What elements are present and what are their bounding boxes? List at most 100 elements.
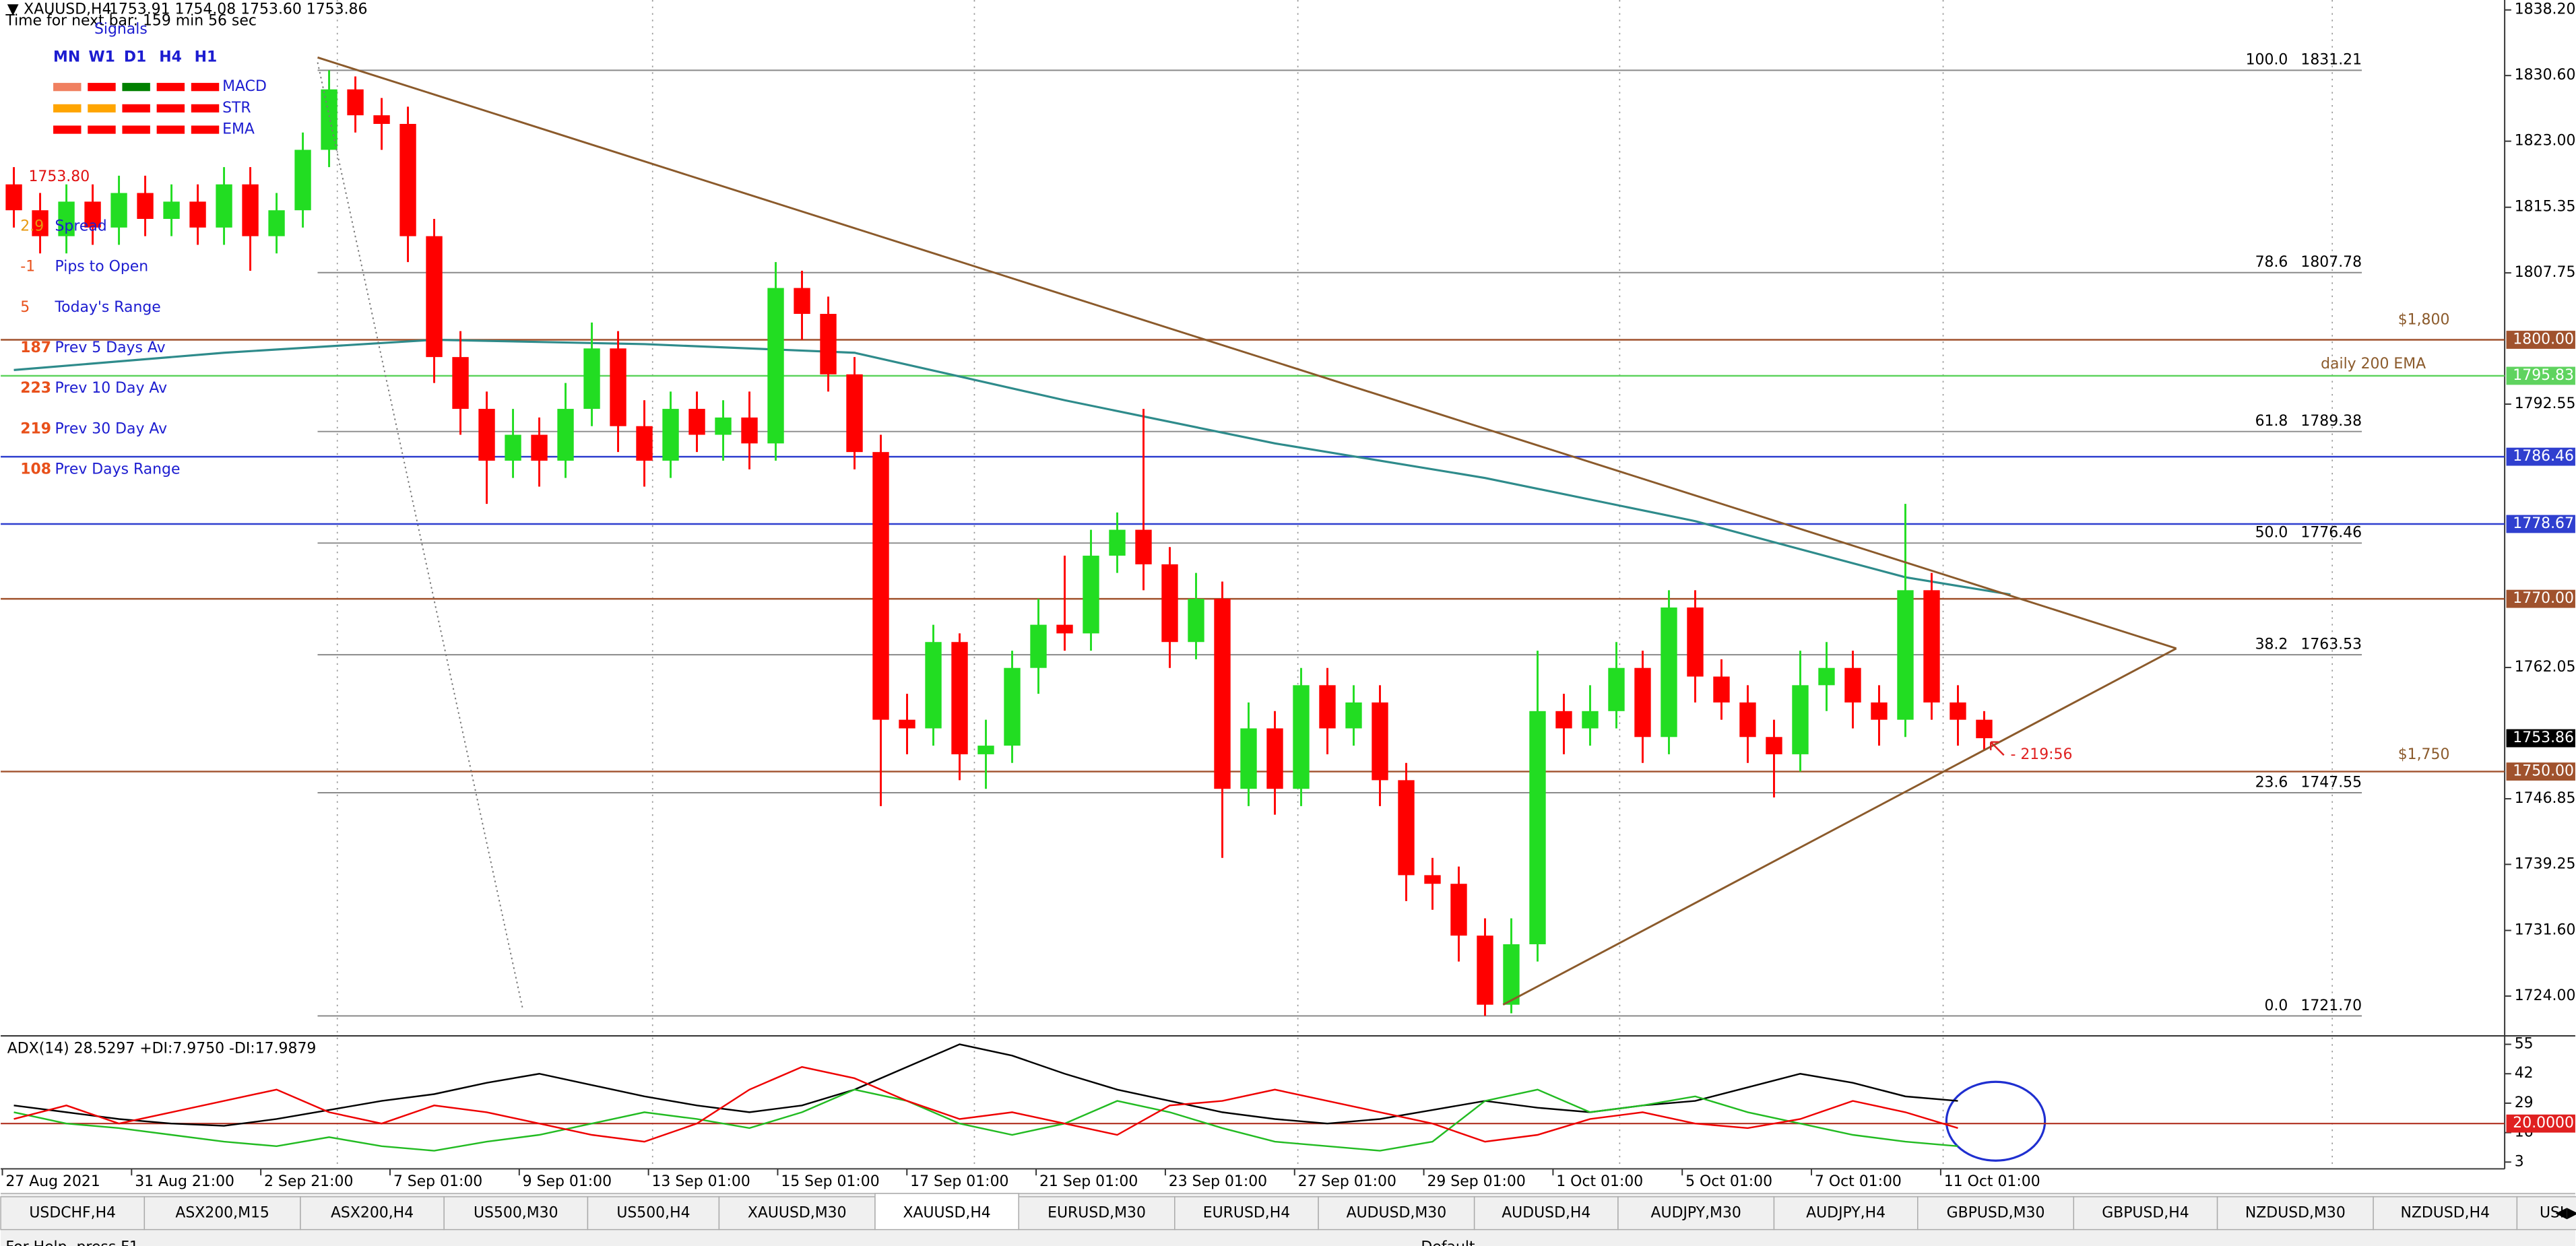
tab-label[interactable]: EURUSD,M30 (1048, 1204, 1146, 1221)
tab[interactable] (1917, 1196, 2075, 1231)
tab[interactable] (2516, 1196, 2576, 1231)
bid-price: 1753.80 (29, 168, 90, 185)
candle-body (1950, 702, 1966, 720)
x-tick-label: 27 Aug 2021 (5, 1173, 100, 1190)
fib-ratio: 23.6 (2255, 774, 2288, 791)
tab-label[interactable]: XAUUSD,H4 (903, 1204, 990, 1221)
x-tick-label: 5 Oct 01:00 (1685, 1173, 1772, 1190)
tab-label[interactable]: XAUUSD,M30 (748, 1204, 847, 1221)
candle-body (1083, 556, 1099, 634)
signals-title: Signals (94, 21, 148, 38)
tab-label[interactable]: EURUSD,H4 (1203, 1204, 1290, 1221)
candle-body (32, 210, 49, 236)
tab-label[interactable]: AUDJPY,H4 (1806, 1204, 1886, 1221)
timeframe: MN (53, 48, 80, 65)
candle-body (1214, 599, 1231, 789)
tab[interactable] (2073, 1196, 2218, 1231)
candle-body (189, 201, 206, 228)
tab[interactable] (1174, 1196, 1319, 1231)
y-tick-label: 1807.75 (2515, 264, 2576, 281)
info-label: Prev Days Range (55, 461, 180, 478)
x-tick-label: 7 Sep 01:00 (393, 1173, 482, 1190)
candle-body (1818, 667, 1835, 686)
tab[interactable] (2216, 1196, 2374, 1231)
tab-label[interactable]: GBPUSD,H4 (2102, 1204, 2189, 1221)
signal-box (88, 104, 116, 112)
fib-ratio: 61.8 (2255, 413, 2288, 430)
tab-label[interactable]: USDCHF,H4 (29, 1204, 116, 1221)
info-value: 223 (20, 380, 51, 397)
candle-body (426, 236, 443, 358)
symbol: XAUUSD,H4 (24, 1, 111, 18)
candle-body (58, 201, 75, 236)
candle-body (1792, 685, 1809, 754)
tab-label[interactable]: GBPUSD,M30 (1947, 1204, 2045, 1221)
level-tag (2506, 515, 2575, 533)
fib-price: 1747.55 (2300, 774, 2362, 791)
tab-label[interactable]: AUDUSD,H4 (1502, 1204, 1590, 1221)
x-tick-label: 21 Sep 01:00 (1039, 1173, 1138, 1190)
candle-body (137, 193, 154, 220)
candle-body (741, 417, 758, 444)
x-tick-label: 2 Sep 21:00 (264, 1173, 353, 1190)
tab[interactable] (1018, 1196, 1176, 1231)
candle-body (110, 193, 127, 228)
ohlc: 1753.91 1754.08 1753.60 1753.86 (109, 1, 368, 18)
tab[interactable] (1473, 1196, 1619, 1231)
tab[interactable] (443, 1196, 589, 1231)
y-tick-label: 1823.00 (2515, 133, 2576, 150)
indicator-title: ADX(14) 28.5297 +DI:7.9750 -DI:17.9879 (7, 1041, 317, 1057)
candle-body (531, 434, 548, 461)
signal-box (88, 83, 116, 92)
candle-body (1976, 719, 1993, 739)
fib-price: 1763.53 (2300, 636, 2362, 653)
tab[interactable] (718, 1196, 876, 1231)
tab-scroll[interactable]: ◀▶ (2556, 1204, 2576, 1221)
signal-box (156, 83, 185, 92)
signal-box (156, 125, 185, 134)
tab-label[interactable]: NZDUSD,M30 (2245, 1204, 2346, 1221)
tab[interactable] (0, 1196, 146, 1231)
candle-body (478, 409, 495, 461)
fib-price: 1831.21 (2300, 52, 2362, 69)
candle-body (636, 426, 653, 461)
timeframe: H4 (159, 48, 182, 65)
candle-body (846, 374, 863, 453)
candle-body (1608, 667, 1625, 711)
candle-body (794, 288, 810, 315)
candle-body (1844, 667, 1861, 702)
candle-body (1555, 711, 1572, 729)
candle-body (1687, 607, 1704, 677)
x-tick-label: 29 Sep 01:00 (1427, 1173, 1525, 1190)
tab-label[interactable]: US500,M30 (474, 1204, 558, 1221)
level-label: 1786.46 (2513, 448, 2574, 465)
x-tick-label: 15 Sep 01:00 (781, 1173, 879, 1190)
level-tag (2506, 366, 2575, 385)
tab-label[interactable]: US500,H4 (616, 1204, 690, 1221)
annotation: $1,800 (2398, 311, 2450, 328)
candle-body (1319, 685, 1336, 729)
tab-label[interactable]: ASX200,M15 (175, 1204, 269, 1221)
tab[interactable] (1617, 1196, 1775, 1231)
signal-box (191, 125, 220, 134)
price-chart: 1838.20 1830.60 1823.00 1815.35 1807.75 1792.… (1, 0, 2575, 1190)
info-value: 2.9 (20, 218, 44, 234)
tab-label[interactable]: NZDUSD,H4 (2400, 1204, 2490, 1221)
candle-body (242, 184, 259, 236)
tab[interactable] (143, 1196, 301, 1231)
tab-label[interactable]: AUDJPY,M30 (1651, 1204, 1741, 1221)
tab-label[interactable]: ASX200,H4 (331, 1204, 414, 1221)
x-tick-label: 7 Oct 01:00 (1815, 1173, 1902, 1190)
tab[interactable] (300, 1196, 445, 1231)
tab-label[interactable]: AUDUSD,M30 (1347, 1204, 1447, 1221)
candle-body (1477, 936, 1493, 1005)
tab-label[interactable]: USI (2540, 1204, 2564, 1221)
indicator-tick-label: 3 (2515, 1153, 2524, 1170)
x-tick-label: 13 Sep 01:00 (652, 1173, 750, 1190)
level-label: 1750.00 (2513, 763, 2574, 780)
candle-body (1398, 780, 1415, 876)
tab[interactable] (874, 1193, 1019, 1231)
signal-name: MACD (222, 78, 267, 95)
